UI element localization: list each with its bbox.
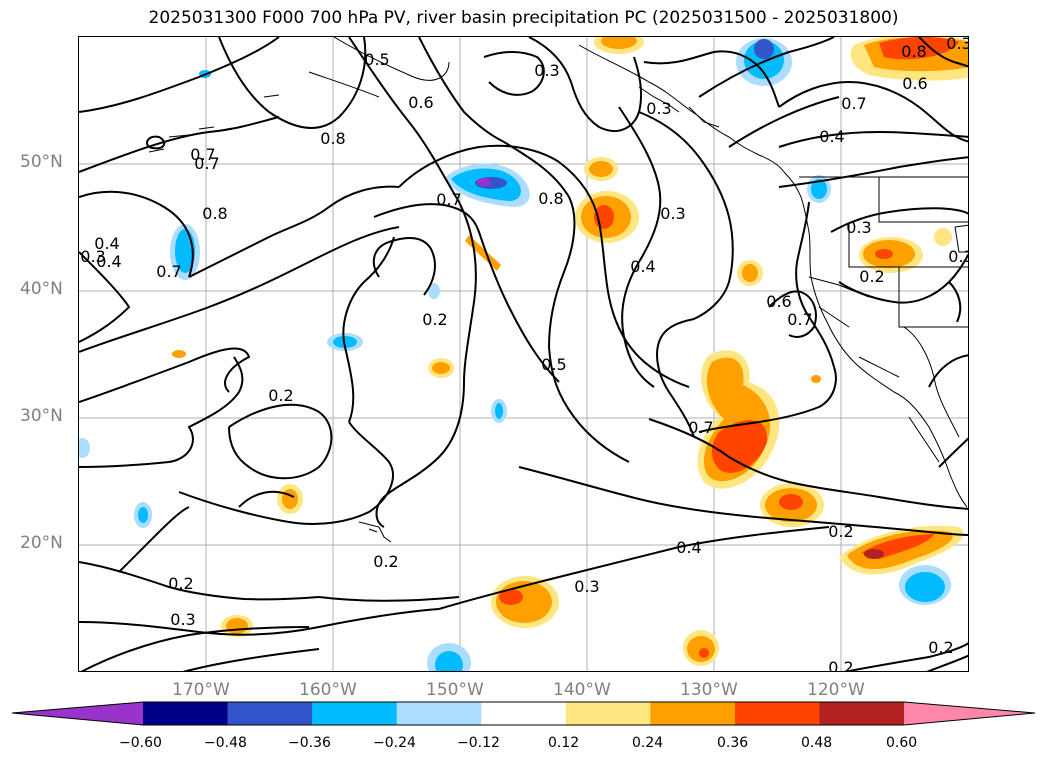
contour-label: 0.3 [846, 218, 871, 237]
colorbar-segment [227, 702, 313, 725]
colorbar-tick-label: 0.60 [886, 735, 918, 751]
precip-blob-misc-neg [79, 70, 831, 671]
colorbar-tick-label: 0.12 [548, 735, 580, 751]
colorbar-extend-low [12, 702, 143, 725]
contour-label: 0.7 [194, 154, 219, 173]
contour-label: 0.2 [422, 310, 447, 329]
contour-label: 0.2 [828, 658, 853, 672]
colorbar-extend-high [904, 702, 1035, 725]
lon-label-170w: 170°W [172, 680, 230, 700]
contour-label: 0.3 [946, 37, 969, 53]
precip-blob-great-basin [859, 237, 923, 273]
coastlines [148, 37, 968, 543]
contour-label: 0.3 [948, 247, 969, 266]
contour-label: 0.2 [859, 267, 884, 286]
colorbar-segment [650, 702, 736, 725]
contour-label: 0.8 [202, 204, 227, 223]
colorbar-segment [819, 702, 905, 725]
contour-label: 0.2 [373, 552, 398, 571]
colorbar-tick-label: 0.48 [801, 735, 833, 751]
contour-label: 0.2 [268, 386, 293, 405]
contour-label: 0.3 [574, 577, 599, 596]
precip-blob-mexico-coast [839, 525, 964, 575]
map-canvas: 0.3 0.5 0.6 0.7 0.8 0.7 0.8 0.4 0.3 0.8 … [79, 37, 969, 672]
pv-contours [79, 37, 968, 671]
colorbar [11, 701, 1036, 726]
contour-label: 0.4 [630, 257, 655, 276]
precip-blob-subtropical-plume [697, 350, 780, 489]
positive-precip-areas [172, 37, 968, 666]
colorbar-tick-label: 0.36 [717, 735, 749, 751]
contour-label: 0.7 [190, 145, 215, 164]
colorbar-segment [481, 702, 567, 725]
lon-label-150w: 150°W [426, 680, 484, 700]
lat-label-50n: 50°N [20, 152, 63, 172]
colorbar-segment [565, 702, 651, 725]
contour-label: 0.2 [168, 574, 193, 593]
colorbar-tick-label: −0.60 [119, 735, 162, 751]
colorbar-segment [734, 702, 820, 725]
precip-blob-central-pacific-neg [444, 163, 530, 207]
colorbar-segment [312, 702, 398, 725]
contour-label: 0.7 [688, 418, 713, 437]
precip-blob-southwest-of-baja [760, 483, 824, 527]
contour-label: 0.3 [80, 247, 105, 266]
contour-label: 0.7 [156, 262, 181, 281]
colorbar-tick-label: −0.48 [204, 735, 247, 751]
contour-label: 0.3 [660, 204, 685, 223]
contour-label: 0.5 [541, 355, 566, 374]
colorbar-segments [12, 702, 1035, 725]
colorbar-tick-label: −0.36 [288, 735, 331, 751]
contour-label: 0.3 [646, 99, 671, 118]
contour-label: 0.4 [819, 127, 844, 146]
contour-label: 0.6 [766, 292, 791, 311]
colorbar-segment [143, 702, 229, 725]
lon-label-140w: 140°W [553, 680, 611, 700]
contour-label: 0.4 [94, 234, 119, 253]
map-title: 2025031300 F000 700 hPa PV, river basin … [148, 8, 899, 28]
lon-label-130w: 130°W [680, 680, 738, 700]
contour-label: 0.5 [364, 50, 389, 69]
contour-label: 0.8 [538, 189, 563, 208]
contour-label: 0.2 [928, 638, 953, 657]
contour-label: 0.8 [901, 42, 926, 61]
map-panel: 0.3 0.5 0.6 0.7 0.8 0.7 0.8 0.4 0.3 0.8 … [78, 36, 969, 672]
contour-label: 0.6 [408, 93, 433, 112]
contour-label-group: 0.3 0.5 0.6 0.7 0.8 0.7 0.8 0.4 0.3 0.8 … [80, 37, 969, 672]
contour-label: 0.3 [170, 610, 195, 629]
contour-label: 0.7 [787, 310, 812, 329]
contour-label: 0.6 [902, 74, 927, 93]
contour-label: 0.3 [534, 61, 559, 80]
contour-label: 0.8 [320, 129, 345, 148]
colorbar-tick-label: 0.24 [632, 735, 664, 751]
colorbar-segment [396, 702, 482, 725]
lon-label-160w: 160°W [299, 680, 357, 700]
contour-label: 0.2 [828, 522, 853, 541]
colorbar-tick-label: −0.24 [373, 735, 416, 751]
lat-label-20n: 20°N [20, 533, 63, 553]
colorbar-tick-label: −0.12 [457, 735, 500, 751]
lat-label-30n: 30°N [20, 406, 63, 426]
contour-label: 0.4 [676, 538, 701, 557]
precip-blob-mexico-neg [899, 565, 951, 605]
contour-label: 0.7 [841, 94, 866, 113]
lat-label-40n: 40°N [20, 279, 63, 299]
precip-blob-hawaii-east [491, 576, 559, 628]
precip-blob-north-pacific-jet [575, 191, 639, 243]
contour-label: 0.4 [96, 252, 121, 271]
contour-label: 0.7 [436, 190, 461, 209]
lon-label-120w: 120°W [807, 680, 865, 700]
